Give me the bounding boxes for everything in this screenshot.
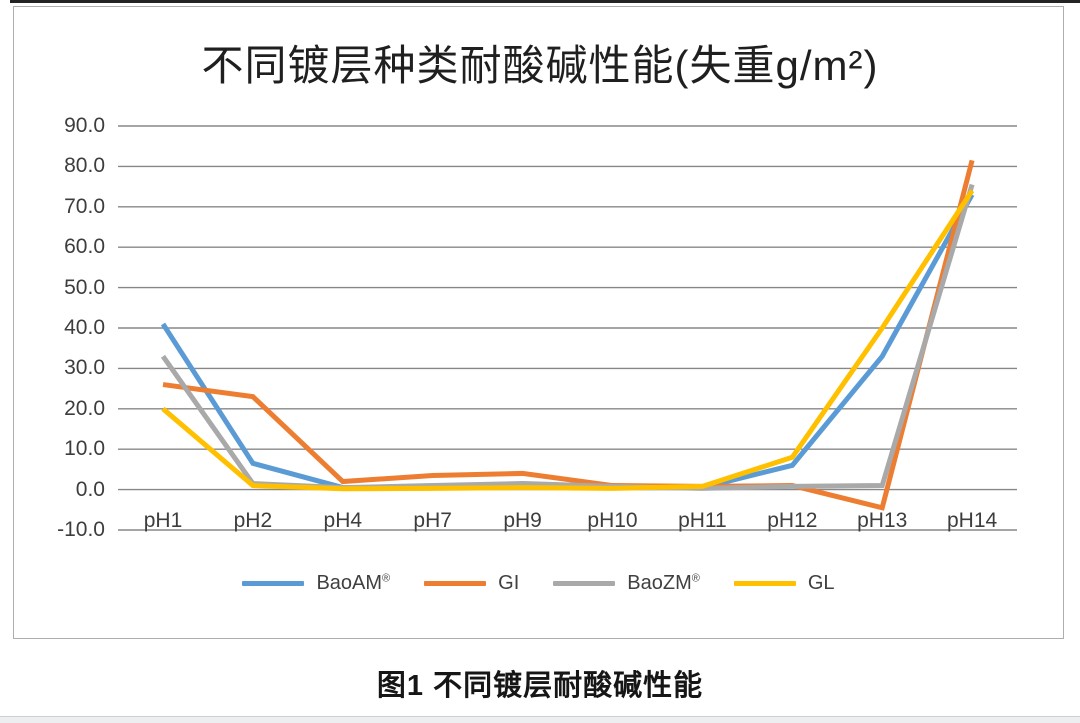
y-tick-label-0.0: 0.0 [19,477,105,502]
x-tick-label-ph10: pH10 [587,509,638,532]
y-tick-label-40.0: 40.0 [19,316,105,340]
chart-title: 不同镀层种类耐酸碱性能(失重g/m²) [201,42,879,89]
x-tick-label-ph7: pH7 [413,509,452,532]
legend-line-swatch-baozm [553,581,616,586]
y-tick-label-80.0: 80.0 [19,154,105,179]
x-tick-label-ph1: pH1 [143,509,183,532]
registered-mark-icon: ® [382,572,391,585]
legend-label-baoam: BaoAM® [316,572,391,594]
x-tick-label-ph12: pH12 [767,509,818,532]
x-tick-label-ph2: pH2 [233,509,273,532]
y-tick-label-70.0: 70.0 [19,194,105,219]
legend-line-swatch-baoam [242,581,305,586]
legend-label-gi: GI [498,572,520,594]
next-table-edge [0,716,1080,723]
legend-item-gi: GI [424,572,519,595]
y-tick-label-90.0: 90.0 [19,114,105,138]
y-tick-label--10.0: -10.0 [19,518,105,542]
y-tick-label-50.0: 50.0 [19,275,105,300]
y-tick-label-10.0: 10.0 [19,437,105,462]
x-tick-label-ph11: pH11 [678,509,727,532]
legend-label-baozm: BaoZM® [627,572,700,594]
registered-mark-icon: ® [691,572,700,585]
legend-label-gl: GL [807,572,835,594]
x-tick-label-ph9: pH9 [503,509,542,532]
x-tick-label-ph4: pH4 [323,509,363,532]
legend-line-swatch-gi [424,581,487,586]
legend-item-gl: GL [733,572,835,595]
legend-line-swatch-gl [733,581,796,586]
x-tick-label-ph13: pH13 [857,509,908,532]
y-tick-label-30.0: 30.0 [19,356,105,381]
legend-item-baozm: BaoZM® [553,572,700,595]
chart-panel [13,6,1064,639]
top-border-line [10,0,1080,3]
legend-item-baoam: BaoAM® [242,572,390,595]
x-tick-label-ph14: pH14 [946,509,998,532]
figure-caption: 图1 不同镀层耐酸碱性能 [376,670,704,702]
y-tick-label-60.0: 60.0 [19,235,105,260]
y-tick-label-20.0: 20.0 [19,396,105,421]
chart-legend: BaoAM® GI BaoZM® GL [13,572,1064,595]
